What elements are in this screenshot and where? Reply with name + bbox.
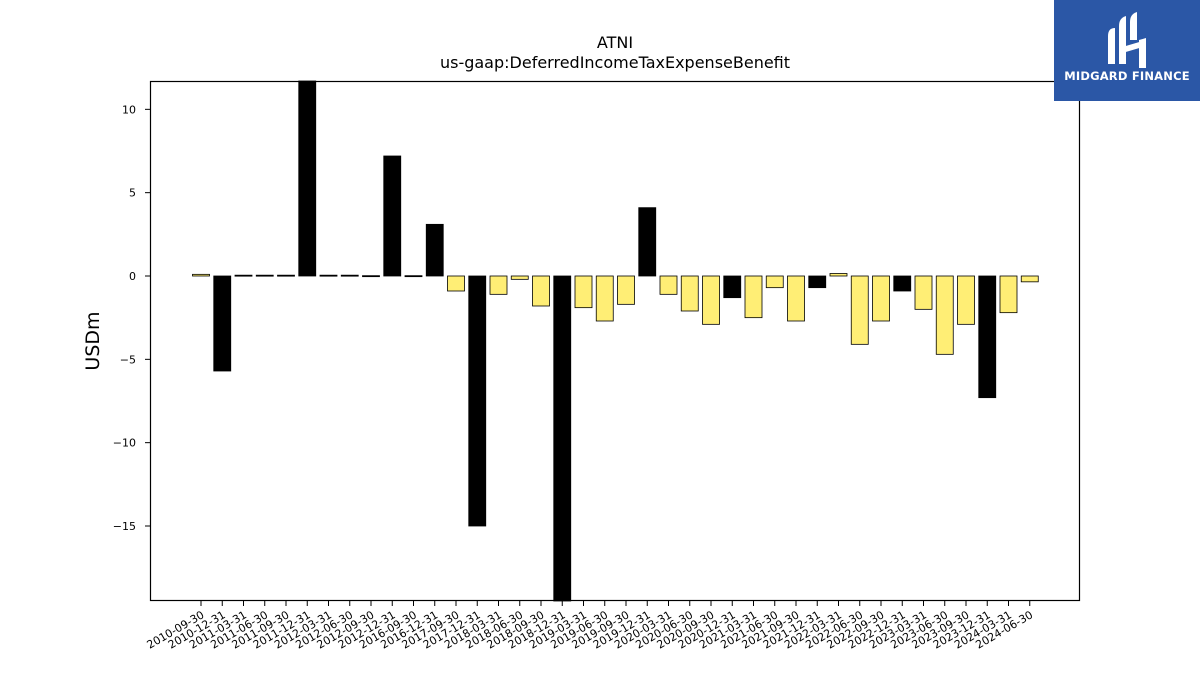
bar-2020-12-31 <box>723 275 742 299</box>
bar-2024-03-31 <box>999 275 1018 314</box>
bars-group <box>192 80 1039 602</box>
y-tick-label: −10 <box>113 437 136 450</box>
bar-2022-09-30 <box>872 275 890 322</box>
bar-2021-09-30 <box>787 275 805 322</box>
bar-2018-06-30 <box>510 275 529 280</box>
bar-2021-06-30 <box>765 275 784 289</box>
midgard-finance-logo: MIDGARD FINANCE <box>1054 0 1200 101</box>
bar-2011-09-30 <box>277 274 295 277</box>
y-tick-label: 5 <box>129 187 136 200</box>
y-tick-label: 10 <box>122 103 136 116</box>
bar-2018-09-30 <box>532 275 550 307</box>
chart-title: ATNI <box>597 33 633 52</box>
bar-2016-09-30 <box>404 275 423 278</box>
y-tick-label: 0 <box>129 270 136 283</box>
bar-2019-09-30 <box>617 275 635 305</box>
y-ticks-group: 10 5 0 −5 −10 −15 <box>113 103 150 533</box>
bar-2024-06-30 <box>1020 275 1039 283</box>
bar-2018-12-31 <box>553 275 572 602</box>
plot-frame <box>149 80 1081 602</box>
bar-2022-06-30 <box>850 275 869 345</box>
x-ticks-group: 2010-09-302010-12-312011-03-312011-06-30… <box>145 601 1035 652</box>
bar-2022-03-31 <box>829 273 848 277</box>
bar-2010-12-31 <box>213 275 232 372</box>
bar-2023-12-31 <box>978 275 997 399</box>
bar-2019-06-30 <box>595 275 614 322</box>
bar-2021-03-31 <box>744 275 763 319</box>
bar-2019-12-31 <box>638 207 657 277</box>
bar-2011-12-31 <box>298 80 317 277</box>
bar-2012-06-30 <box>340 274 359 277</box>
bar-2020-06-30 <box>680 275 699 312</box>
bar-2011-06-30 <box>255 274 274 277</box>
bar-2019-03-31 <box>574 275 593 309</box>
bar-2016-12-31 <box>425 223 444 277</box>
bar-2020-03-31 <box>659 275 678 295</box>
bar-2012-03-31 <box>319 274 338 277</box>
bar-2012-09-30 <box>362 275 380 278</box>
chart-subtitle: us-gaap:DeferredIncomeTaxExpenseBenefit <box>440 53 790 72</box>
bar-2012-12-31 <box>383 155 402 277</box>
y-tick-label: −15 <box>113 520 136 533</box>
bar-2017-09-30 <box>447 275 465 292</box>
bar-2023-09-30 <box>957 275 975 325</box>
bar-2011-03-31 <box>234 274 253 277</box>
midgard-logo-icon <box>1108 12 1146 68</box>
y-tick-label: −5 <box>120 353 136 366</box>
logo-text: MIDGARD FINANCE <box>1064 69 1190 83</box>
bar-2022-12-31 <box>893 275 912 292</box>
bar-2021-12-31 <box>808 275 827 289</box>
bar-2017-12-31 <box>468 275 487 527</box>
bar-2023-03-31 <box>914 275 933 310</box>
bar-2018-03-31 <box>489 275 508 295</box>
bar-2020-09-30 <box>702 275 720 325</box>
bar-2010-09-30 <box>192 273 210 277</box>
y-axis-label: USDm <box>82 311 104 370</box>
bar-2023-06-30 <box>935 275 954 355</box>
